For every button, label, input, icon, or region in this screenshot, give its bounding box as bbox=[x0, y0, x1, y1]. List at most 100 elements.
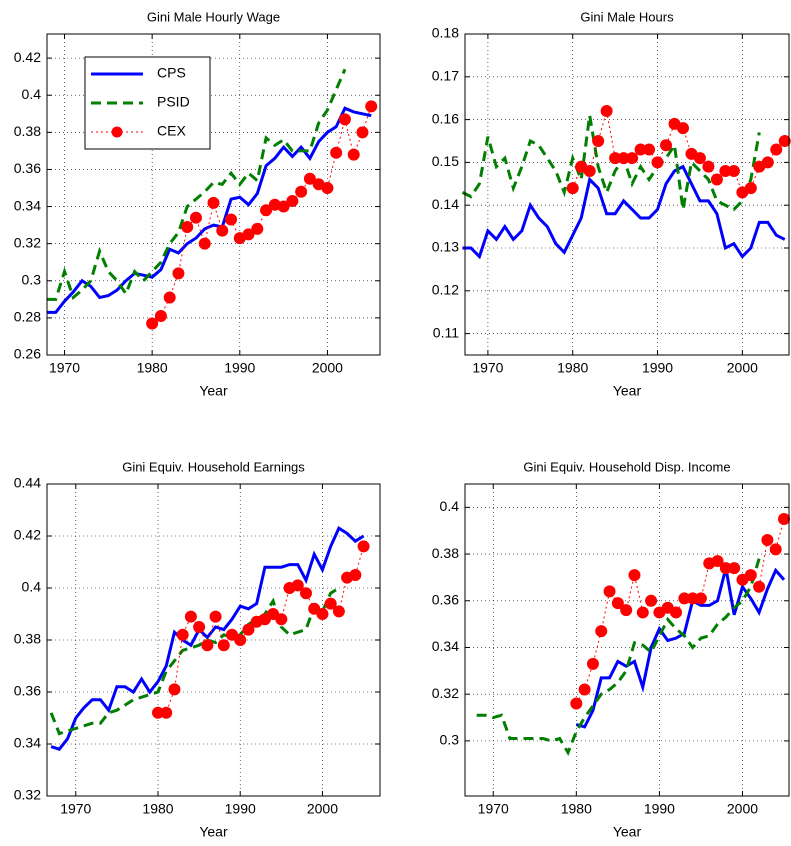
marker bbox=[275, 613, 288, 626]
panel: Gini Male Hourly Wage Year 0.26 0.28 0.3 0.32… bbox=[14, 9, 381, 399]
y-tick-label: 0.15 bbox=[432, 153, 459, 169]
legend-label: CEX bbox=[157, 123, 186, 139]
marker bbox=[216, 224, 229, 237]
marker bbox=[303, 172, 316, 185]
panel: Gini Male Hours Year 0.11 0.12 0.13 0.14 0.15 0… bbox=[432, 9, 791, 399]
y-tick-label: 0.13 bbox=[432, 239, 459, 255]
panel-title: Gini Male Hourly Wage bbox=[147, 9, 280, 24]
marker bbox=[645, 594, 658, 607]
marker bbox=[702, 160, 715, 173]
marker bbox=[300, 587, 312, 600]
marker bbox=[349, 569, 362, 581]
marker bbox=[209, 610, 222, 623]
marker bbox=[365, 100, 378, 113]
marker bbox=[566, 182, 579, 195]
marker bbox=[676, 122, 689, 135]
marker bbox=[600, 105, 613, 118]
panel-title: Gini Equiv. Household Earnings bbox=[122, 459, 305, 474]
y-tick-label: 0.32 bbox=[432, 685, 459, 701]
x-axis-label: Year bbox=[613, 383, 642, 399]
marker bbox=[778, 513, 791, 526]
y-tick-label: 0.38 bbox=[14, 123, 41, 139]
series-line bbox=[50, 526, 365, 751]
marker bbox=[651, 156, 664, 169]
marker bbox=[636, 606, 649, 619]
marker bbox=[711, 555, 724, 568]
y-tick-label: 0.11 bbox=[433, 324, 459, 340]
plot-area bbox=[465, 484, 789, 796]
marker bbox=[628, 569, 641, 582]
marker bbox=[168, 683, 181, 696]
marker bbox=[160, 706, 173, 719]
y-tick-label: 0.14 bbox=[432, 196, 459, 212]
marker bbox=[207, 196, 220, 209]
marker bbox=[146, 317, 159, 330]
marker bbox=[338, 113, 351, 126]
y-tick-label: 0.28 bbox=[14, 309, 41, 325]
y-tick-label: 0.42 bbox=[14, 49, 41, 65]
marker bbox=[643, 143, 656, 156]
marker bbox=[277, 200, 290, 213]
y-tick-label: 0.34 bbox=[432, 638, 459, 654]
marker bbox=[181, 220, 194, 233]
x-tick-label: 1970 bbox=[478, 801, 509, 817]
marker bbox=[217, 639, 230, 652]
y-tick-label: 0.4 bbox=[22, 86, 42, 102]
legend-marker bbox=[111, 126, 123, 138]
y-tick-label: 0.3 bbox=[22, 271, 42, 287]
marker bbox=[626, 152, 639, 165]
marker bbox=[225, 213, 238, 226]
x-tick-label: 1970 bbox=[472, 360, 503, 376]
x-tick-label: 1970 bbox=[60, 801, 91, 817]
marker bbox=[770, 143, 783, 156]
marker bbox=[286, 194, 299, 207]
x-axis-label: Year bbox=[613, 824, 642, 840]
x-tick-label: 1990 bbox=[224, 360, 255, 376]
y-tick-label: 0.32 bbox=[14, 787, 41, 803]
y-tick-label: 0.44 bbox=[14, 475, 41, 491]
y-tick-label: 0.12 bbox=[432, 282, 459, 298]
marker bbox=[660, 139, 673, 152]
panel-title: Gini Equiv. Household Disp. Income bbox=[523, 459, 730, 474]
marker bbox=[356, 126, 369, 139]
y-tick-label: 0.36 bbox=[14, 160, 41, 176]
marker bbox=[260, 204, 273, 217]
marker bbox=[728, 562, 741, 575]
plot-area bbox=[465, 34, 789, 355]
y-tick-label: 0.38 bbox=[14, 631, 41, 647]
marker bbox=[332, 605, 345, 618]
x-tick-label: 1980 bbox=[561, 801, 592, 817]
marker bbox=[295, 185, 308, 198]
marker bbox=[193, 621, 206, 633]
series-line bbox=[47, 106, 372, 314]
x-axis-label: Year bbox=[199, 383, 228, 399]
x-tick-label: 2000 bbox=[312, 360, 343, 376]
plot-frame bbox=[46, 33, 381, 356]
y-tick-label: 0.16 bbox=[432, 110, 459, 126]
plot-frame bbox=[464, 33, 790, 356]
x-tick-label: 2000 bbox=[727, 801, 758, 817]
x-axis-label: Year bbox=[199, 824, 228, 840]
y-tick-label: 0.4 bbox=[22, 579, 42, 595]
y-tick-label: 0.36 bbox=[432, 591, 459, 607]
marker bbox=[321, 182, 334, 195]
y-tick-label: 0.36 bbox=[14, 683, 41, 699]
marker bbox=[570, 697, 583, 710]
y-tick-label: 0.17 bbox=[432, 68, 459, 84]
marker bbox=[172, 267, 185, 280]
y-tick-label: 0.4 bbox=[440, 498, 460, 514]
x-tick-label: 2000 bbox=[727, 360, 758, 376]
marker bbox=[184, 610, 197, 623]
series-line bbox=[575, 567, 786, 729]
plot-frame bbox=[464, 483, 790, 797]
marker bbox=[761, 534, 774, 547]
marker bbox=[753, 580, 766, 593]
y-tick-label: 0.26 bbox=[14, 346, 41, 362]
marker bbox=[603, 585, 616, 598]
marker bbox=[769, 543, 782, 556]
panel-title: Gini Male Hours bbox=[580, 9, 674, 24]
marker bbox=[586, 657, 599, 670]
marker bbox=[234, 634, 247, 646]
panel: Gini Equiv. Household Earnings Year 0.32 0.… bbox=[14, 459, 381, 840]
marker bbox=[324, 597, 337, 610]
